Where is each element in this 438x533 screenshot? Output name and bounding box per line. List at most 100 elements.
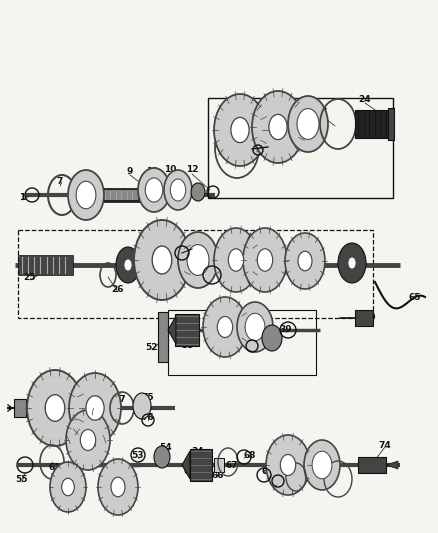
Ellipse shape xyxy=(66,410,110,470)
Text: 66: 66 xyxy=(212,471,224,480)
Text: 27: 27 xyxy=(254,252,266,261)
Text: 68: 68 xyxy=(244,450,256,459)
Ellipse shape xyxy=(203,297,247,357)
Text: 12: 12 xyxy=(186,166,198,174)
Text: 51: 51 xyxy=(76,427,88,437)
Text: 34: 34 xyxy=(176,326,188,335)
Text: 10: 10 xyxy=(164,166,176,174)
Text: 29: 29 xyxy=(152,248,164,257)
Ellipse shape xyxy=(297,109,319,140)
Bar xyxy=(98,188,146,202)
Ellipse shape xyxy=(68,170,104,220)
Text: 23: 23 xyxy=(316,108,328,117)
Text: 75: 75 xyxy=(141,393,154,402)
Bar xyxy=(355,110,390,138)
Text: 61: 61 xyxy=(49,464,61,472)
Ellipse shape xyxy=(124,259,132,271)
Ellipse shape xyxy=(116,247,140,283)
Ellipse shape xyxy=(111,477,125,497)
Text: 71: 71 xyxy=(290,471,302,480)
Ellipse shape xyxy=(45,395,65,421)
Text: 32: 32 xyxy=(294,245,306,254)
Ellipse shape xyxy=(152,246,172,274)
Polygon shape xyxy=(168,316,176,344)
Text: 34: 34 xyxy=(192,448,204,456)
Text: 30: 30 xyxy=(172,244,184,253)
Ellipse shape xyxy=(243,228,287,292)
Ellipse shape xyxy=(257,249,273,271)
Ellipse shape xyxy=(154,446,170,468)
Text: 54: 54 xyxy=(160,443,172,453)
Ellipse shape xyxy=(62,478,74,496)
Ellipse shape xyxy=(312,451,332,479)
Bar xyxy=(208,98,393,198)
Text: 20: 20 xyxy=(216,141,228,149)
Text: 35: 35 xyxy=(182,341,194,350)
Ellipse shape xyxy=(80,430,95,450)
Ellipse shape xyxy=(245,313,265,341)
Ellipse shape xyxy=(298,251,312,271)
Text: 8: 8 xyxy=(79,177,85,187)
Ellipse shape xyxy=(133,393,151,419)
Ellipse shape xyxy=(98,459,138,515)
Text: 31: 31 xyxy=(226,247,238,256)
Bar xyxy=(168,310,316,375)
Text: 26: 26 xyxy=(112,286,124,295)
Ellipse shape xyxy=(217,317,233,337)
Text: 70: 70 xyxy=(364,313,376,322)
Text: 38: 38 xyxy=(264,334,276,343)
Bar xyxy=(175,314,199,346)
Ellipse shape xyxy=(178,232,218,288)
Bar xyxy=(18,230,373,318)
Text: 73: 73 xyxy=(242,335,254,344)
Bar xyxy=(14,399,26,417)
Ellipse shape xyxy=(50,462,86,512)
Ellipse shape xyxy=(170,179,186,201)
Ellipse shape xyxy=(187,245,209,276)
Ellipse shape xyxy=(76,181,96,209)
Ellipse shape xyxy=(338,243,366,283)
Polygon shape xyxy=(182,451,190,479)
Ellipse shape xyxy=(214,228,258,292)
Text: 11: 11 xyxy=(316,443,328,453)
Ellipse shape xyxy=(237,302,273,352)
Text: 72: 72 xyxy=(326,473,338,482)
Text: 53: 53 xyxy=(132,450,144,459)
Ellipse shape xyxy=(269,115,287,140)
Ellipse shape xyxy=(228,249,244,271)
Ellipse shape xyxy=(145,178,163,202)
Text: 11: 11 xyxy=(146,166,158,175)
Bar xyxy=(158,312,168,362)
Text: 7: 7 xyxy=(57,177,63,187)
Text: 37: 37 xyxy=(242,313,254,322)
Ellipse shape xyxy=(69,373,121,443)
Ellipse shape xyxy=(266,435,310,495)
Text: 78: 78 xyxy=(84,393,96,402)
Text: 28: 28 xyxy=(202,265,214,274)
Bar xyxy=(214,458,224,472)
Text: 69: 69 xyxy=(261,467,274,477)
Text: 76: 76 xyxy=(141,414,154,423)
Text: 55: 55 xyxy=(16,475,28,484)
Bar xyxy=(358,457,386,473)
Text: 33: 33 xyxy=(346,247,358,256)
Ellipse shape xyxy=(285,233,325,289)
Ellipse shape xyxy=(138,168,170,212)
Text: 33: 33 xyxy=(124,261,136,270)
Text: 36: 36 xyxy=(216,318,228,327)
Text: 52: 52 xyxy=(146,343,158,352)
Ellipse shape xyxy=(86,395,104,420)
Ellipse shape xyxy=(231,117,249,143)
Ellipse shape xyxy=(288,96,328,152)
Text: 74: 74 xyxy=(378,440,392,449)
Text: 67: 67 xyxy=(226,461,238,470)
Text: 24: 24 xyxy=(359,95,371,104)
Text: 19: 19 xyxy=(282,448,294,456)
Ellipse shape xyxy=(214,94,266,166)
Ellipse shape xyxy=(280,455,296,475)
Text: 77: 77 xyxy=(113,395,127,405)
Ellipse shape xyxy=(252,91,304,163)
Bar xyxy=(18,255,73,275)
Ellipse shape xyxy=(348,257,356,269)
Text: 21: 21 xyxy=(248,146,260,155)
